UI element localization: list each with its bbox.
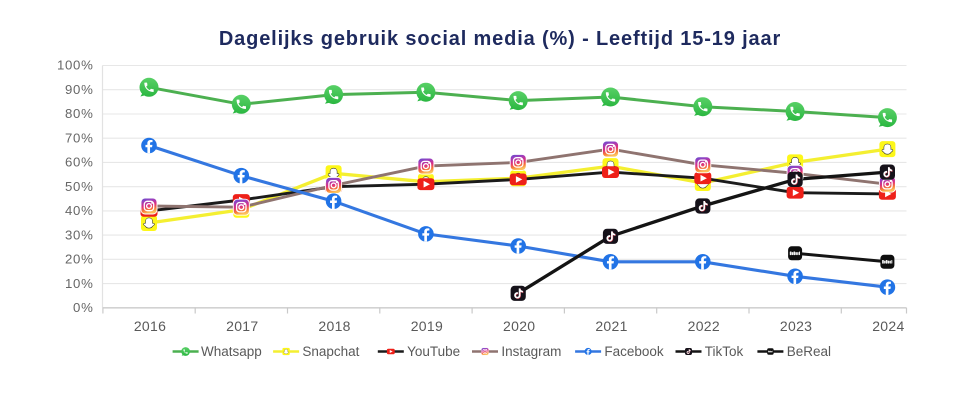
- svg-text:80%: 80%: [65, 106, 94, 121]
- svg-text:Snapchat: Snapchat: [302, 344, 359, 359]
- svg-text:YouTube: YouTube: [407, 344, 460, 359]
- svg-text:2019: 2019: [411, 318, 443, 334]
- svg-text:30%: 30%: [65, 227, 94, 242]
- svg-text:60%: 60%: [65, 155, 94, 170]
- svg-text:10%: 10%: [65, 276, 94, 291]
- svg-text:Instagram: Instagram: [501, 344, 561, 359]
- svg-text:TikTok: TikTok: [705, 344, 744, 359]
- svg-text:50%: 50%: [65, 179, 94, 194]
- svg-text:2022: 2022: [688, 318, 720, 334]
- svg-text:2020: 2020: [503, 318, 535, 334]
- svg-text:90%: 90%: [65, 82, 94, 97]
- svg-text:Whatsapp: Whatsapp: [201, 344, 262, 359]
- svg-text:20%: 20%: [65, 252, 94, 267]
- svg-text:2017: 2017: [226, 318, 258, 334]
- svg-text:2024: 2024: [872, 318, 904, 334]
- svg-text:100%: 100%: [57, 58, 94, 73]
- svg-text:2021: 2021: [595, 318, 627, 334]
- svg-text:2023: 2023: [780, 318, 812, 334]
- svg-text:70%: 70%: [65, 130, 94, 145]
- svg-text:2016: 2016: [134, 318, 166, 334]
- svg-text:0%: 0%: [73, 300, 93, 315]
- svg-text:40%: 40%: [65, 203, 94, 218]
- svg-text:2018: 2018: [318, 318, 350, 334]
- svg-text:Dagelijks gebruik social media: Dagelijks gebruik social media (%) - Lee…: [219, 28, 781, 50]
- svg-text:Facebook: Facebook: [604, 344, 664, 359]
- svg-text:BeReal: BeReal: [787, 344, 831, 359]
